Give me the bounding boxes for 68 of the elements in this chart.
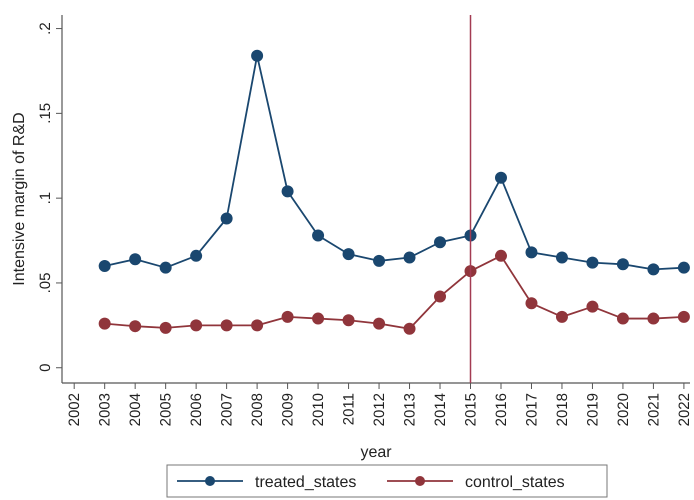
- point: [678, 262, 690, 274]
- x-tick-label: 2003: [96, 393, 114, 426]
- point: [373, 318, 386, 330]
- point: [251, 50, 264, 62]
- point: [586, 256, 598, 269]
- y-tick-label: .05: [37, 272, 54, 294]
- point: [312, 229, 324, 242]
- x-tick-label: 2008: [249, 393, 266, 426]
- point: [129, 253, 142, 266]
- x-tick-label: 2013: [402, 393, 419, 426]
- point: [342, 314, 355, 326]
- point: [404, 322, 416, 335]
- x-tick-label: 2002: [66, 393, 84, 426]
- x-tick-label: 2012: [371, 393, 388, 426]
- point: [678, 310, 690, 323]
- point: [282, 310, 294, 323]
- point: [616, 258, 629, 270]
- point: [556, 310, 568, 323]
- x-tick-label: 2021: [645, 393, 662, 426]
- legend-label: treated_states: [255, 474, 356, 491]
- x-tick-label: 2020: [614, 393, 632, 426]
- point: [556, 252, 568, 264]
- point: [647, 312, 660, 325]
- point: [373, 254, 386, 267]
- point: [220, 319, 233, 332]
- y-tick-label: .1: [37, 192, 54, 204]
- point: [312, 312, 324, 325]
- point: [129, 320, 142, 332]
- x-tick-label: 2017: [523, 393, 540, 426]
- point: [190, 319, 202, 332]
- point: [525, 246, 538, 258]
- point: [220, 212, 233, 224]
- point: [98, 318, 111, 330]
- point: [404, 252, 416, 264]
- point: [98, 260, 111, 272]
- x-tick-label: 2019: [584, 393, 602, 426]
- point: [251, 319, 264, 332]
- y-tick-label: .2: [37, 22, 54, 35]
- x-tick-label: 2018: [554, 393, 571, 426]
- x-tick-label: 2007: [218, 393, 236, 426]
- point: [434, 290, 446, 303]
- x-tick-label: 2006: [188, 393, 206, 426]
- point: [647, 263, 660, 276]
- x-tick-label: 2016: [492, 393, 510, 426]
- y-axis-title: Intensive margin of R&D: [11, 112, 28, 286]
- y-tick-label: 0: [37, 364, 54, 372]
- point: [525, 297, 538, 310]
- legend-label: control_states: [465, 474, 565, 491]
- x-tick-label: 2022: [676, 393, 693, 426]
- x-axis-title: year: [360, 444, 392, 461]
- x-tick-label: 2005: [158, 393, 175, 426]
- x-tick-label: 2004: [127, 393, 144, 426]
- point: [434, 236, 446, 248]
- point: [160, 322, 172, 334]
- point: [160, 262, 172, 274]
- x-tick-label: 2010: [310, 393, 328, 426]
- x-tick-label: 2009: [280, 393, 297, 426]
- point: [494, 250, 507, 262]
- point: [494, 172, 507, 184]
- point: [282, 185, 294, 198]
- point: [616, 312, 629, 325]
- point: [190, 250, 202, 262]
- x-tick-label: 2014: [432, 393, 450, 426]
- x-tick-label: 2015: [462, 393, 480, 426]
- point: [342, 248, 355, 260]
- x-tick-label: 2011: [340, 393, 358, 426]
- y-tick-label: .15: [37, 102, 54, 124]
- point: [586, 300, 598, 313]
